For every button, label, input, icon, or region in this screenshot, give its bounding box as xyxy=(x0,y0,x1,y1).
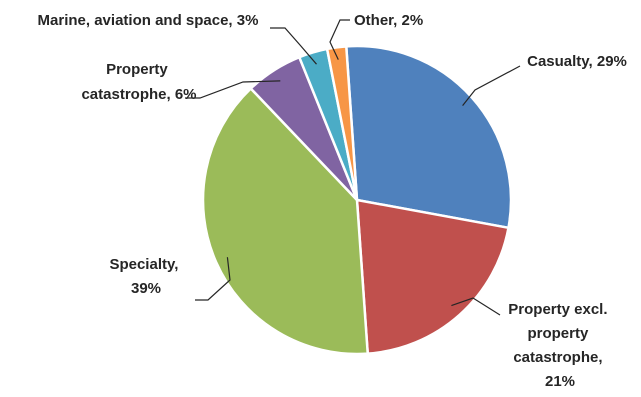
leader-line-specialty xyxy=(195,257,231,301)
pie-slice-other xyxy=(325,45,359,202)
pie-slice-casualty xyxy=(345,44,513,230)
pie-slice-specialty xyxy=(201,87,369,356)
label-specialty: Specialty, 39% xyxy=(109,256,182,297)
leader-line-marine-aviation-and-space xyxy=(270,27,317,65)
leader-line-property-catastrophe xyxy=(185,80,281,99)
pie-slice-property-excl-property-catastrophe xyxy=(355,198,510,355)
leader-line-property-excl-property-catastrophe xyxy=(451,297,501,316)
leader-line-other xyxy=(329,19,350,60)
leader-lines xyxy=(185,19,521,316)
label-marine: Marine, aviation and space, 3% xyxy=(38,12,259,29)
label-property-catastrophe: Property catastrophe, 6% xyxy=(81,61,196,103)
label-property-excl: Property excl. property catastrophe, 21% xyxy=(508,301,611,390)
label-casualty: Casualty, 29% xyxy=(527,53,627,70)
leader-line-casualty xyxy=(462,65,521,106)
slice-labels: Casualty, 29% Property excl. property ca… xyxy=(38,12,627,390)
label-other: Other, 2% xyxy=(354,12,423,29)
pie-slices xyxy=(201,44,513,356)
